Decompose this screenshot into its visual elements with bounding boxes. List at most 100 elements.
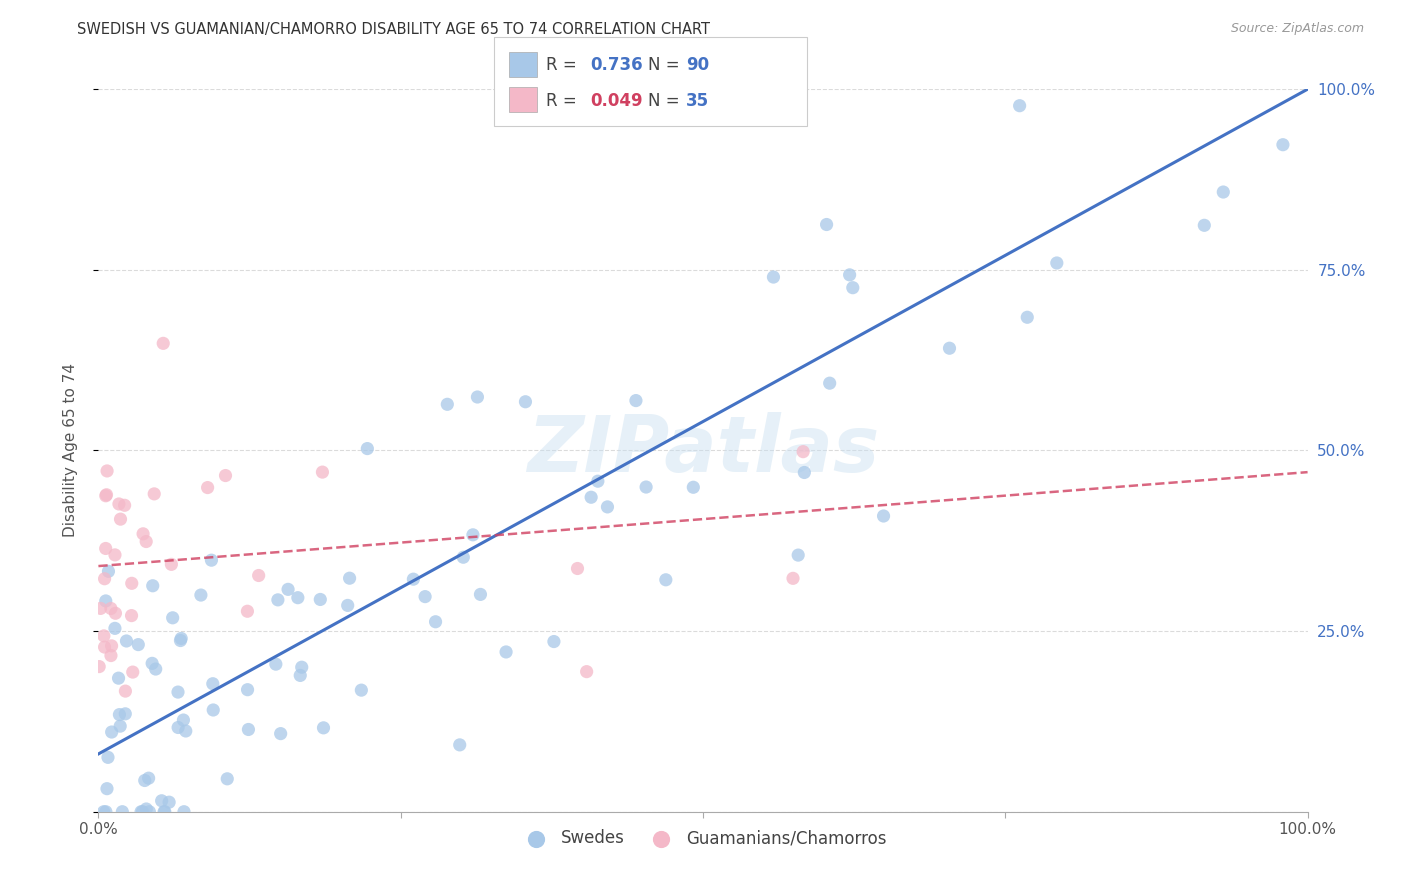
Point bbox=[202, 703, 225, 717]
Point bbox=[636, 480, 658, 494]
Text: N =: N = bbox=[648, 92, 685, 110]
Point bbox=[782, 571, 804, 585]
Point bbox=[842, 281, 865, 295]
Point bbox=[579, 490, 602, 504]
Point bbox=[94, 594, 117, 608]
Point bbox=[129, 805, 152, 819]
Point bbox=[413, 590, 436, 604]
Point bbox=[143, 487, 166, 501]
Point bbox=[132, 526, 155, 541]
Point bbox=[264, 657, 287, 672]
Point bbox=[121, 608, 143, 623]
Text: R =: R = bbox=[546, 56, 582, 74]
Point bbox=[100, 725, 122, 739]
Point bbox=[167, 685, 190, 699]
Point bbox=[135, 534, 157, 549]
Point bbox=[1271, 137, 1294, 152]
Text: SWEDISH VS GUAMANIAN/CHAMORRO DISABILITY AGE 65 TO 74 CORRELATION CHART: SWEDISH VS GUAMANIAN/CHAMORRO DISABILITY… bbox=[77, 22, 710, 37]
Text: R =: R = bbox=[546, 92, 582, 110]
Point bbox=[135, 802, 157, 816]
Point bbox=[214, 468, 236, 483]
Point bbox=[793, 466, 815, 480]
Point bbox=[108, 719, 131, 733]
Point bbox=[624, 393, 647, 408]
Point bbox=[201, 677, 224, 691]
Point bbox=[162, 611, 184, 625]
Point bbox=[150, 794, 173, 808]
Point bbox=[238, 723, 260, 737]
Point bbox=[104, 607, 127, 621]
Point bbox=[247, 568, 270, 582]
Point bbox=[1212, 185, 1234, 199]
Point bbox=[153, 805, 176, 819]
Point bbox=[153, 805, 176, 819]
Point bbox=[172, 713, 194, 727]
Point bbox=[596, 500, 619, 514]
Point bbox=[127, 638, 149, 652]
Point bbox=[311, 465, 333, 479]
Point bbox=[173, 805, 195, 819]
Point bbox=[90, 601, 112, 615]
Point bbox=[190, 588, 212, 602]
Point bbox=[93, 640, 115, 654]
Point bbox=[108, 707, 131, 722]
Point bbox=[114, 498, 136, 512]
Point bbox=[96, 464, 118, 478]
Point bbox=[818, 376, 841, 391]
Point bbox=[467, 390, 489, 404]
Point bbox=[336, 599, 359, 613]
Point bbox=[97, 565, 120, 579]
Point bbox=[682, 480, 704, 494]
Point bbox=[108, 497, 131, 511]
Point bbox=[134, 773, 156, 788]
Point bbox=[495, 645, 517, 659]
Point bbox=[138, 771, 160, 785]
Point bbox=[114, 684, 136, 698]
Legend: Swedes, Guamanians/Chamorros: Swedes, Guamanians/Chamorros bbox=[512, 822, 894, 854]
Point bbox=[93, 805, 115, 819]
Point bbox=[170, 632, 193, 646]
Point bbox=[174, 723, 197, 738]
Point bbox=[107, 671, 129, 685]
Point bbox=[287, 591, 309, 605]
Point bbox=[575, 665, 598, 679]
Point bbox=[121, 665, 143, 679]
Point bbox=[100, 648, 122, 663]
Point bbox=[938, 341, 960, 355]
Point bbox=[515, 394, 537, 409]
Point bbox=[1017, 310, 1039, 325]
Point bbox=[100, 601, 122, 615]
Point bbox=[236, 604, 259, 618]
Point bbox=[436, 397, 458, 411]
Point bbox=[111, 805, 134, 819]
Point bbox=[145, 662, 167, 676]
Point bbox=[97, 750, 120, 764]
Point bbox=[461, 528, 484, 542]
Point bbox=[141, 657, 163, 671]
Point bbox=[94, 489, 117, 503]
Point bbox=[356, 442, 378, 456]
Point bbox=[104, 621, 127, 635]
Point bbox=[453, 550, 475, 565]
Point bbox=[762, 270, 785, 285]
Point bbox=[402, 572, 425, 586]
Point bbox=[586, 474, 609, 488]
Point bbox=[309, 592, 332, 607]
Point bbox=[93, 572, 115, 586]
Point bbox=[197, 481, 219, 495]
Point bbox=[312, 721, 335, 735]
Point bbox=[291, 660, 314, 674]
Point bbox=[267, 592, 290, 607]
Point bbox=[543, 634, 565, 648]
Point bbox=[425, 615, 447, 629]
Text: N =: N = bbox=[648, 56, 685, 74]
Text: 90: 90 bbox=[686, 56, 709, 74]
Point bbox=[1046, 256, 1069, 270]
Point bbox=[94, 541, 117, 556]
Point bbox=[138, 805, 160, 819]
Text: ZIPatlas: ZIPatlas bbox=[527, 412, 879, 489]
Point bbox=[470, 587, 492, 601]
Point bbox=[277, 582, 299, 597]
Point bbox=[655, 573, 678, 587]
Point bbox=[339, 571, 361, 585]
